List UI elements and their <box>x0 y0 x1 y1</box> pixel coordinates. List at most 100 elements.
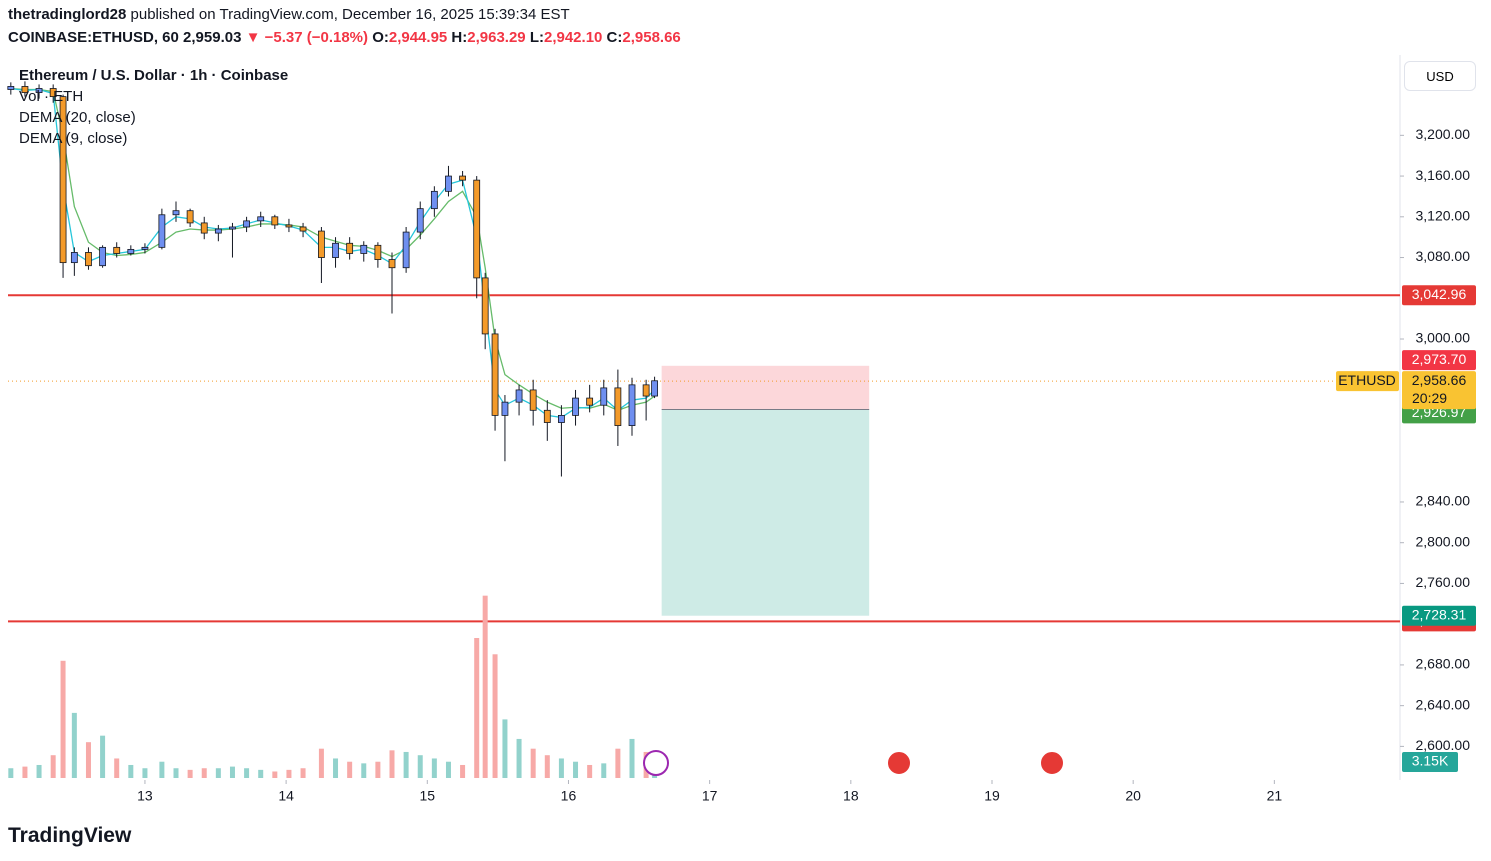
volume-bar <box>347 761 353 778</box>
candle-body <box>543 409 551 423</box>
current-price-label: 2,958.66 <box>1412 372 1467 388</box>
volume-bar <box>300 768 306 778</box>
price-label: 3,042.96 <box>1412 286 1467 302</box>
x-tick-label: 17 <box>702 788 718 804</box>
candle-body <box>642 384 650 397</box>
candle-body <box>99 246 106 267</box>
candle-body <box>481 277 489 335</box>
candle-body <box>360 244 368 254</box>
x-tick-label: 13 <box>137 788 153 804</box>
h-label: H: <box>451 29 468 46</box>
x-tick-label: 15 <box>420 788 436 804</box>
y-tick-label: 2,600.00 <box>1416 737 1471 753</box>
candle-body <box>515 389 523 403</box>
candle-body <box>158 214 166 248</box>
candle-body <box>572 397 579 416</box>
currency-button[interactable]: USD <box>1404 61 1476 91</box>
y-tick-label: 2,680.00 <box>1416 656 1471 672</box>
y-tick-label: 2,760.00 <box>1416 574 1471 590</box>
volume-bar <box>318 748 324 778</box>
candle-body <box>243 220 250 228</box>
candle-body <box>127 248 135 254</box>
volume-bar <box>629 738 635 778</box>
candle-body <box>285 224 293 228</box>
price-label-box <box>1402 350 1476 371</box>
candle-body <box>529 389 537 411</box>
candle-body <box>346 242 354 254</box>
volume-bar <box>201 768 207 778</box>
y-tick-label: 2,840.00 <box>1416 493 1471 509</box>
volume-bar <box>128 764 134 778</box>
candle-body <box>200 222 208 234</box>
volume-bar <box>114 758 120 778</box>
volume-bar <box>474 638 480 778</box>
change: ▼ −5.37 (−0.18%) <box>245 29 369 46</box>
volume-bar <box>85 742 91 778</box>
volume-bar <box>229 766 235 778</box>
symbol-tag-label: ETHUSD <box>1338 372 1396 388</box>
volume-bar <box>417 755 423 778</box>
volume-label: 3.15K <box>1412 753 1449 769</box>
candle-body <box>402 231 410 269</box>
candle-body <box>172 210 180 216</box>
published: published on TradingView.com, December 1… <box>130 6 570 23</box>
y-tick-label: 3,080.00 <box>1416 248 1471 264</box>
volume-bar <box>142 768 148 778</box>
countdown: 20:29 <box>1412 390 1447 406</box>
candle-body <box>332 242 339 258</box>
volume-bar <box>587 764 593 778</box>
candle-body <box>558 414 565 423</box>
volume-bar <box>215 768 221 778</box>
volume-bar <box>100 735 106 778</box>
candle-body <box>271 216 279 226</box>
author: thetradinglord28 <box>8 6 127 23</box>
candle-body <box>388 259 396 269</box>
legend-entry: DEMA (9, close) <box>19 130 127 147</box>
candle-body <box>49 88 57 98</box>
stop-zone <box>661 365 870 410</box>
volume-bar <box>389 750 395 778</box>
x-tick-label: 18 <box>843 788 859 804</box>
volume-bar <box>558 758 564 778</box>
h: 2,963.29 <box>467 29 526 46</box>
events <box>643 750 1065 776</box>
candle-body <box>141 246 149 250</box>
price-label-box <box>1402 605 1476 626</box>
event-icon[interactable] <box>1039 750 1065 776</box>
candle-body <box>374 244 382 260</box>
x-tick-label: 20 <box>1125 788 1141 804</box>
volume-bar <box>258 769 264 778</box>
candle-body <box>35 88 43 93</box>
volume-bar <box>286 769 292 778</box>
x-tick-label: 19 <box>984 788 1000 804</box>
candle-body <box>628 384 636 426</box>
plot <box>7 81 1400 778</box>
candle-body <box>318 230 325 258</box>
chart-title: Ethereum / U.S. Dollar · 1h · Coinbase <box>19 67 288 84</box>
volume-bar <box>530 748 536 778</box>
candle-body <box>7 86 15 90</box>
candle-body <box>229 226 236 230</box>
header-line: thetradinglord28 published on TradingVie… <box>8 6 570 23</box>
candle-body <box>186 210 194 224</box>
volume-bar <box>173 768 179 778</box>
volume-bar <box>502 719 508 778</box>
o-label: O: <box>372 29 389 46</box>
legend-volume: Vol · ETH <box>19 88 83 105</box>
legend-entry: DEMA (20, close) <box>19 109 136 126</box>
chart: Ethereum / U.S. Dollar · 1h · Coinbase V… <box>7 55 1476 804</box>
candle-body <box>85 252 92 267</box>
volume-bar <box>50 755 56 778</box>
event-icon[interactable] <box>886 750 912 776</box>
candle-body <box>600 387 608 406</box>
symbol-tag <box>1336 371 1399 392</box>
candle-body <box>445 175 452 192</box>
event-icon[interactable] <box>643 750 669 776</box>
brand: TradingView <box>8 824 132 847</box>
candle-body <box>257 216 265 222</box>
volume-bar <box>544 755 550 778</box>
price-label-box <box>1402 285 1476 306</box>
volume-bar <box>71 712 77 778</box>
volume-bar <box>460 764 466 778</box>
